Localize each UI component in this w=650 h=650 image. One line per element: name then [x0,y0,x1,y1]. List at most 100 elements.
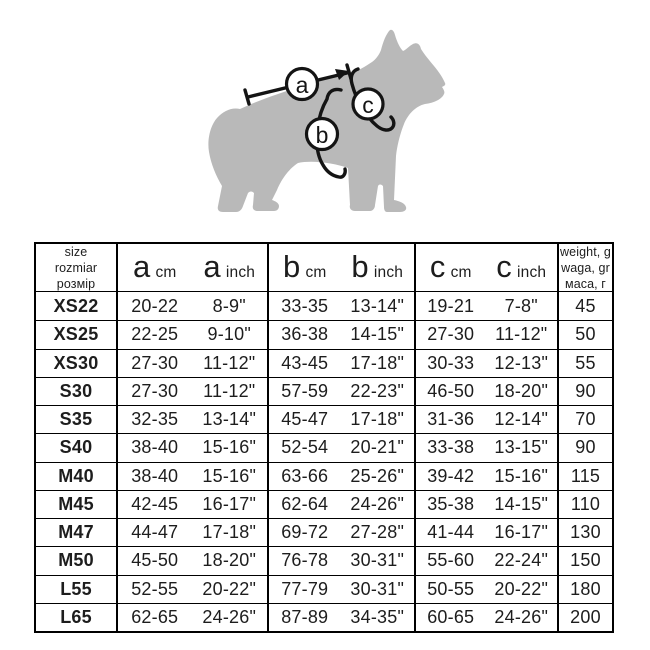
table-row: M40 38-40 15-16" 63-66 25-26" 39-42 15-16" 115 [36,461,612,490]
cell-weight: 70 [557,406,612,434]
unit-inch-label: inch [373,264,404,281]
table-row: XS30 27-30 11-12" 43-45 17-18" 30-33 12-13" 55 [36,348,612,377]
table-row: S30 27-30 11-12" 57-59 22-23" 46-50 18-20" 90 [36,376,612,405]
cell-weight: 90 [557,377,612,405]
cell-b_inch: 30-31" [350,578,405,599]
cell-a_inch: 16-17" [202,493,257,514]
cell-b_inch: 22-23" [350,380,405,401]
table-row: M47 44-47 17-18" 69-72 27-28" 41-44 16-17" 130 [36,518,612,547]
cell-c_cm: 39-42 [414,462,486,490]
unit-inch-label: inch [225,264,256,281]
cell-b_inch: 14-15" [350,324,405,345]
weight-header-pl: waga, gr [561,260,610,275]
back-length-arrowhead [335,69,349,80]
cell-c_cm: 35-38 [414,490,486,518]
weight-column-header: weight, g waga, gr маса, г [557,244,612,291]
cell-weight: 180 [557,575,612,603]
size-header-pl: rozmiar [54,260,98,275]
cell-c_inch: 14-15" [494,493,549,514]
cell-b_inch: 25-26" [350,465,405,486]
table-header-row: size rozmiar розмір a cm a inch b cm b i… [36,244,612,292]
cell-c_cm: 27-30 [414,321,486,349]
size-column-header: size rozmiar розмір [36,244,116,291]
cell-size: S35 [59,409,93,430]
b-inch-header: b inch [341,244,415,291]
unit-cm-label: cm [450,264,472,281]
cell-b_inch: 34-35" [350,606,405,627]
cell-c_inch: 22-24" [494,550,549,571]
measure-c-letter: c [429,249,446,284]
cell-c_inch: 12-13" [494,352,549,373]
cell-b_cm: 62-64 [267,490,341,518]
cell-size: L65 [60,606,92,627]
cell-weight: 200 [557,603,612,631]
cell-c_cm: 19-21 [414,292,486,321]
cell-b_cm: 43-45 [267,349,341,377]
cell-weight: 130 [557,519,612,547]
cell-c_inch: 12-14" [494,409,549,430]
cell-a_cm: 22-25 [116,321,192,349]
cell-a_cm: 20-22 [116,292,192,321]
size-table: size rozmiar розмір a cm a inch b cm b i… [34,242,614,633]
cell-c_inch: 7-8" [504,295,538,316]
weight-header-en: weight, g [560,244,611,259]
cell-a_cm: 27-30 [116,349,192,377]
c-inch-header: c inch [486,244,558,291]
cell-a_inch: 17-18" [202,522,257,543]
table-row: XS22 20-22 8-9" 33-35 13-14" 19-21 7-8" 45 [36,292,612,321]
cell-a_inch: 18-20" [202,550,257,571]
cell-a_inch: 20-22" [202,578,257,599]
label-b: b [316,122,329,148]
size-table-body: XS22 20-22 8-9" 33-35 13-14" 19-21 7-8" 45 XS25 2… [36,292,612,631]
cell-weight: 90 [557,434,612,462]
cell-a_inch: 11-12" [203,352,256,373]
cell-a_cm: 45-50 [116,547,192,575]
cell-b_inch: 27-28" [350,522,405,543]
cell-b_cm: 76-78 [267,547,341,575]
cell-weight: 50 [557,321,612,349]
cell-b_cm: 33-35 [267,292,341,321]
cell-b_cm: 87-89 [267,603,341,631]
cell-a_cm: 38-40 [116,434,192,462]
b-cm-header: b cm [267,244,341,291]
cell-weight: 115 [557,462,612,490]
cell-weight: 55 [557,349,612,377]
table-row: M50 45-50 18-20" 76-78 30-31" 55-60 22-24" 150 [36,546,612,575]
c-cm-header: c cm [414,244,486,291]
cell-a_inch: 15-16" [202,437,257,458]
cell-a_cm: 44-47 [116,519,192,547]
cell-size: L55 [60,578,92,599]
label-circle-c [351,87,385,121]
table-row: L65 62-65 24-26" 87-89 34-35" 60-65 24-26" 200 [36,602,612,631]
cell-c_inch: 20-22" [494,578,549,599]
label-c: c [362,92,374,118]
cell-c_inch: 18-20" [494,380,549,401]
cell-c_inch: 15-16" [494,465,549,486]
measure-a-letter: a [203,249,221,284]
cell-b_cm: 45-47 [267,406,341,434]
cell-b_inch: 20-21" [350,437,405,458]
cell-a_cm: 27-30 [116,377,192,405]
table-row: S35 32-35 13-14" 45-47 17-18" 31-36 12-14" 70 [36,405,612,434]
a-cm-header: a cm [116,244,192,291]
cell-b_inch: 24-26" [350,493,405,514]
cell-a_inch: 9-10" [207,324,251,345]
cell-c_cm: 41-44 [414,519,486,547]
unit-inch-label: inch [516,264,547,281]
cell-b_inch: 13-14" [350,295,405,316]
table-row: S40 38-40 15-16" 52-54 20-21" 33-38 13-15" 90 [36,433,612,462]
chest-girth-curve [315,87,347,179]
cell-size: M45 [58,493,94,514]
cell-a_cm: 62-65 [116,603,192,631]
cell-size: M50 [58,550,94,571]
cell-c_cm: 33-38 [414,434,486,462]
unit-cm-label: cm [305,264,327,281]
cell-size: M40 [58,465,94,486]
size-header-uk: розмір [56,276,96,291]
table-row: L55 52-55 20-22" 77-79 30-31" 50-55 20-22" 180 [36,574,612,603]
cell-a_cm: 38-40 [116,462,192,490]
unit-cm-label: cm [155,264,177,281]
cell-c_inch: 16-17" [494,522,549,543]
cell-b_cm: 63-66 [267,462,341,490]
dog-measurement-diagram: a b c [0,0,650,240]
